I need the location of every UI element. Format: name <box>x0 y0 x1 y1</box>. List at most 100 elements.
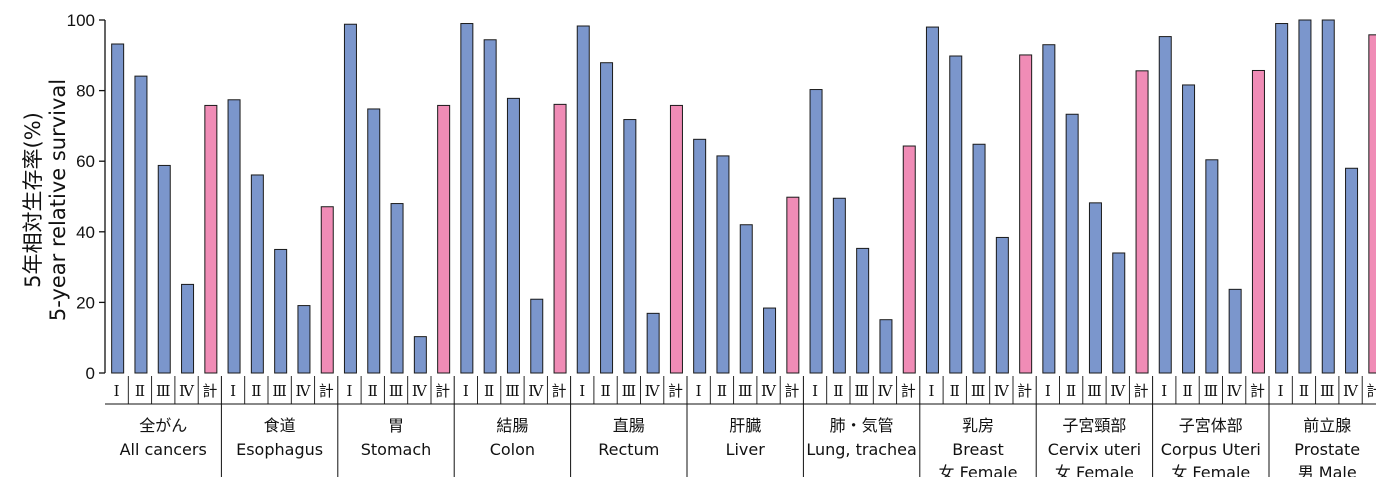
stage-label: 計 <box>1134 382 1149 400</box>
stage-label: Ⅰ <box>346 382 352 400</box>
stage-label: Ⅳ <box>412 382 428 400</box>
stage-label: Ⅰ <box>1161 382 1167 400</box>
stage-label: Ⅱ <box>1066 382 1076 400</box>
bar <box>483 39 497 374</box>
stage-label: Ⅰ <box>928 382 934 400</box>
bar <box>413 336 427 374</box>
stage-label: Ⅰ <box>579 382 585 400</box>
bar <box>1345 167 1359 374</box>
y-tick-label: 40 <box>76 223 95 242</box>
bar <box>250 174 264 374</box>
stage-label: 計 <box>552 382 567 400</box>
stage-label: 計 <box>202 382 217 400</box>
category-label-ja: 子宮体部 <box>1179 416 1243 435</box>
bar <box>1228 288 1242 374</box>
bar <box>1368 34 1376 374</box>
category-label-ja: 直腸 <box>613 416 645 435</box>
bar <box>1019 54 1033 374</box>
bar <box>553 103 567 374</box>
bar <box>925 26 939 374</box>
bar <box>1135 70 1149 374</box>
category-label-en: Corpus Uteri <box>1161 440 1261 459</box>
category-label-en: Colon <box>490 440 535 459</box>
y-tick-label: 80 <box>76 82 95 101</box>
stage-label: Ⅲ <box>156 382 170 400</box>
bar <box>995 236 1009 374</box>
stage-label: 計 <box>319 382 334 400</box>
bar <box>902 145 916 374</box>
bar <box>1251 69 1265 374</box>
stage-label: Ⅳ <box>295 382 311 400</box>
category-label-en: All cancers <box>120 440 207 459</box>
y-tick-label: 100 <box>67 11 95 30</box>
stage-label: Ⅱ <box>950 382 960 400</box>
stage-label: Ⅱ <box>484 382 494 400</box>
bar <box>506 97 520 374</box>
stage-label: 計 <box>1366 382 1376 400</box>
stage-label: Ⅳ <box>994 382 1010 400</box>
stage-label: Ⅰ <box>463 382 469 400</box>
bar <box>1158 36 1172 374</box>
stage-label: Ⅲ <box>272 382 286 400</box>
category-label-en: Stomach <box>361 440 432 459</box>
category-label-en: Esophagus <box>236 440 323 459</box>
bar <box>856 247 870 374</box>
stage-label: Ⅳ <box>1110 382 1126 400</box>
category-label-ja: 食道 <box>264 416 296 435</box>
bar <box>1112 252 1126 374</box>
bar <box>1065 113 1079 374</box>
bar <box>623 119 637 374</box>
stage-label: Ⅲ <box>971 382 985 400</box>
category-label-en: Lung, trachea <box>806 440 916 459</box>
bar <box>576 25 590 374</box>
stage-label: Ⅳ <box>1343 382 1359 400</box>
bar <box>320 206 334 374</box>
stage-label: Ⅱ <box>833 382 843 400</box>
bar <box>460 23 474 374</box>
bars <box>111 19 1376 374</box>
stage-label: 計 <box>1250 382 1265 400</box>
bar <box>716 155 730 374</box>
category-label-sex: 女 Female <box>939 463 1018 477</box>
stage-label: Ⅳ <box>645 382 661 400</box>
stage-label: Ⅲ <box>622 382 636 400</box>
bar <box>297 305 311 374</box>
category-label-en: Prostate <box>1294 440 1360 459</box>
bar <box>1182 84 1196 374</box>
stage-label: 計 <box>901 382 916 400</box>
stage-label: Ⅲ <box>1204 382 1218 400</box>
category-label-ja: 乳房 <box>962 416 994 435</box>
stage-label: Ⅱ <box>251 382 261 400</box>
category-label-ja: 子宮頸部 <box>1062 416 1126 435</box>
stage-label: Ⅰ <box>812 382 818 400</box>
bar <box>669 104 683 374</box>
category-label-ja: 肺・気管 <box>830 416 894 435</box>
stage-label: Ⅱ <box>1299 382 1309 400</box>
bar <box>204 104 218 374</box>
stage-label: Ⅰ <box>1278 382 1284 400</box>
bar <box>600 62 614 374</box>
category-label-sex: 女 Female <box>1055 463 1134 477</box>
axes: 0 20 40 60 80 100 <box>67 11 1376 477</box>
stage-label: Ⅰ <box>1045 382 1051 400</box>
bar <box>739 224 753 374</box>
stage-label: Ⅱ <box>368 382 378 400</box>
category-label-ja: 前立腺 <box>1303 416 1351 435</box>
category-label-en: Cervix uteri <box>1048 440 1141 459</box>
bar <box>530 298 544 374</box>
stage-label: Ⅲ <box>1320 382 1334 400</box>
stage-label: Ⅳ <box>761 382 777 400</box>
stage-label: Ⅲ <box>389 382 403 400</box>
bar <box>1205 159 1219 374</box>
stage-label: Ⅳ <box>1227 382 1243 400</box>
bar <box>1042 44 1056 374</box>
bar <box>693 138 707 374</box>
bar <box>227 99 241 374</box>
category-label-ja: 胃 <box>388 416 404 435</box>
bar <box>390 203 404 374</box>
category-label-ja: 結腸 <box>496 416 528 435</box>
bar <box>949 55 963 374</box>
stage-label: Ⅳ <box>528 382 544 400</box>
category-label-ja: 肝臓 <box>729 416 761 435</box>
